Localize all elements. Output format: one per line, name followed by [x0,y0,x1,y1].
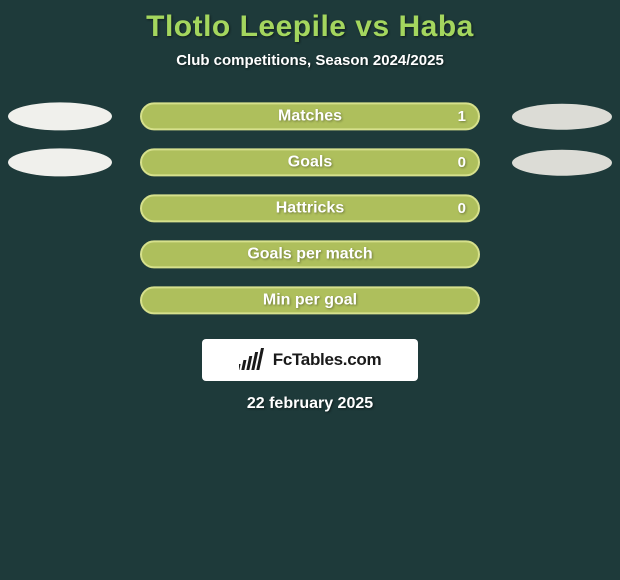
logo-prefix: Fc [273,350,292,369]
stat-row: Hattricks 0 [0,191,620,237]
stat-bar: Min per goal [140,286,480,314]
stat-value: 0 [458,154,466,171]
stat-row: Min per goal [0,283,620,329]
stat-label: Min per goal [263,291,357,309]
stat-label: Hattricks [276,199,344,217]
stat-value: 0 [458,200,466,217]
stat-bar: Hattricks 0 [140,194,480,222]
player-marker-left [8,148,112,176]
stat-row: Goals per match [0,237,620,283]
stat-bar: Matches 1 [140,102,480,130]
stat-bar: Goals per match [140,240,480,268]
stat-label: Goals per match [247,245,372,263]
logo-text: FcTables.com [273,350,382,370]
player-marker-left [8,102,112,130]
player-marker-right [512,150,612,176]
stat-bar: Goals 0 [140,148,480,176]
bars-icon [239,348,267,372]
comparison-infographic: Tlotlo Leepile vs Haba Club competitions… [0,0,620,580]
stat-value: 1 [458,108,466,125]
player-marker-right [512,104,612,130]
stat-row: Matches 1 [0,99,620,145]
date-text: 22 february 2025 [0,395,620,413]
logo-suffix: Tables.com [292,350,381,369]
subtitle: Club competitions, Season 2024/2025 [0,52,620,69]
logo-box: FcTables.com [202,339,418,381]
page-title: Tlotlo Leepile vs Haba [0,0,620,44]
stat-row: Goals 0 [0,145,620,191]
stat-label: Goals [288,153,332,171]
stat-rows: Matches 1 Goals 0 Hattricks 0 Goals per match M… [0,99,620,329]
stat-label: Matches [278,107,342,125]
